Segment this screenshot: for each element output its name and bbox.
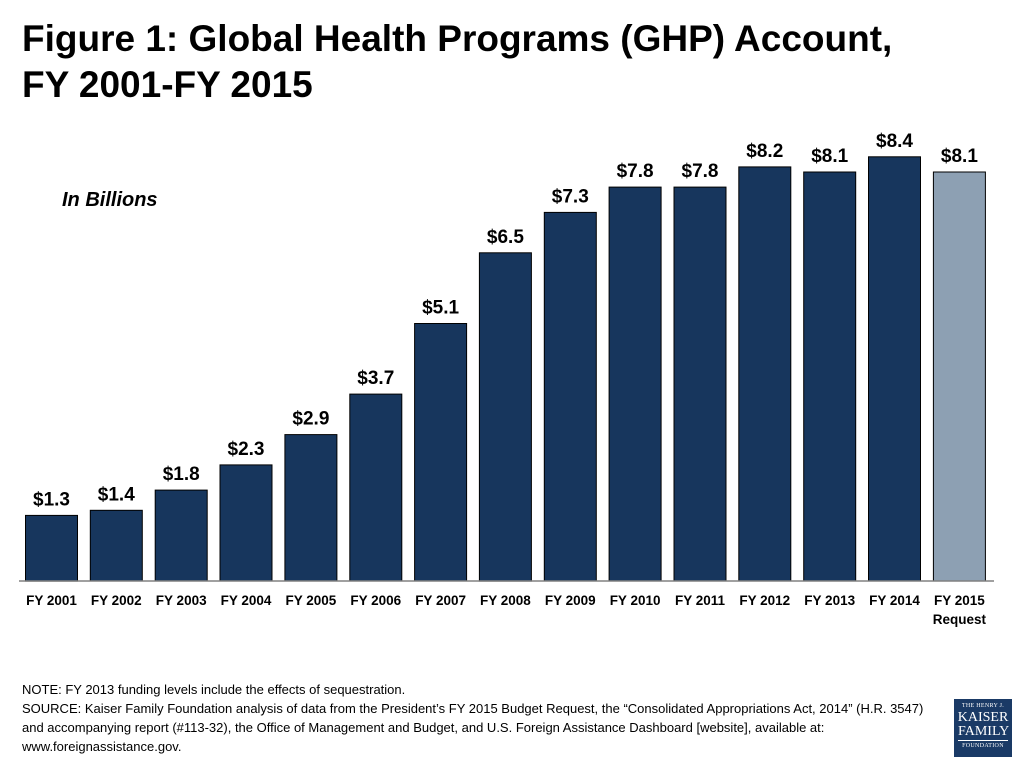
x-tick-label-11: FY 2012 <box>739 593 790 608</box>
bar-1 <box>89 509 143 582</box>
bar-0 <box>25 514 78 582</box>
x-tick-label-12: FY 2013 <box>804 593 855 608</box>
kaiser-family-foundation-logo: THE HENRY J. KAISER FAMILY FOUNDATION <box>954 699 1012 757</box>
x-tick-label-10: FY 2011 <box>675 593 726 608</box>
data-label-3: $2.3 <box>228 439 265 460</box>
logo-line-2: KAISER <box>957 710 1009 725</box>
bar-6 <box>414 323 468 582</box>
bar-9 <box>608 186 662 582</box>
data-label-7: $6.5 <box>487 227 524 248</box>
logo-line-4: FOUNDATION <box>962 743 1004 749</box>
bar-8 <box>543 211 597 582</box>
bar-7 <box>478 252 532 582</box>
x-tick-label-14-line-2: Request <box>933 612 987 627</box>
data-label-6: $5.1 <box>422 298 459 319</box>
data-label-9: $7.8 <box>617 161 654 182</box>
bar-11 <box>738 166 792 582</box>
bar-10 <box>673 186 727 582</box>
data-label-11: $8.2 <box>746 141 783 162</box>
x-tick-label-3: FY 2004 <box>221 593 272 608</box>
x-tick-label-0: FY 2001 <box>26 593 77 608</box>
x-tick-label-1: FY 2002 <box>91 593 142 608</box>
x-tick-label-14: FY 2015 <box>934 593 985 608</box>
chart-title: Figure 1: Global Health Programs (GHP) A… <box>22 16 982 108</box>
x-tick-label-5: FY 2006 <box>350 593 401 608</box>
bar-12 <box>803 171 857 582</box>
data-label-14: $8.1 <box>941 146 978 167</box>
data-label-10: $7.8 <box>682 161 719 182</box>
data-label-8: $7.3 <box>552 186 589 207</box>
logo-line-3: FAMILY <box>958 724 1010 741</box>
bar-2 <box>154 489 208 582</box>
source-text: SOURCE: Kaiser Family Foundation analysi… <box>22 701 924 754</box>
data-label-13: $8.4 <box>876 131 913 152</box>
units-label: In Billions <box>62 189 158 211</box>
data-label-5: $3.7 <box>357 368 394 389</box>
data-label-4: $2.9 <box>292 409 329 430</box>
data-label-2: $1.8 <box>163 464 200 485</box>
bar-14 <box>932 171 986 582</box>
data-label-0: $1.3 <box>33 489 70 510</box>
x-tick-label-9: FY 2010 <box>610 593 661 608</box>
bar-3 <box>219 464 273 582</box>
data-label-1: $1.4 <box>98 484 135 505</box>
chart-title-line-1: Figure 1: Global Health Programs (GHP) A… <box>22 18 893 59</box>
x-tick-label-8: FY 2009 <box>545 593 596 608</box>
note-text: NOTE: FY 2013 funding levels include the… <box>22 682 406 697</box>
x-tick-label-13: FY 2014 <box>869 593 920 608</box>
chart-title-line-2: FY 2001-FY 2015 <box>22 64 313 105</box>
bar-4 <box>284 434 338 582</box>
bar-5 <box>349 393 403 582</box>
footnotes: NOTE: FY 2013 funding levels include the… <box>22 680 927 756</box>
bar-13 <box>868 156 921 582</box>
data-label-12: $8.1 <box>811 146 848 167</box>
x-tick-label-7: FY 2008 <box>480 593 531 608</box>
bar-chart: $1.3 FY 2001 $1.4 FY 2002 $1.8 FY 2003 $2.3 FY … <box>19 131 994 627</box>
logo-line-1: THE HENRY J. <box>961 703 1005 709</box>
x-tick-label-4: FY 2005 <box>286 593 337 608</box>
x-tick-label-2: FY 2003 <box>156 593 207 608</box>
x-tick-label-6: FY 2007 <box>415 593 466 608</box>
